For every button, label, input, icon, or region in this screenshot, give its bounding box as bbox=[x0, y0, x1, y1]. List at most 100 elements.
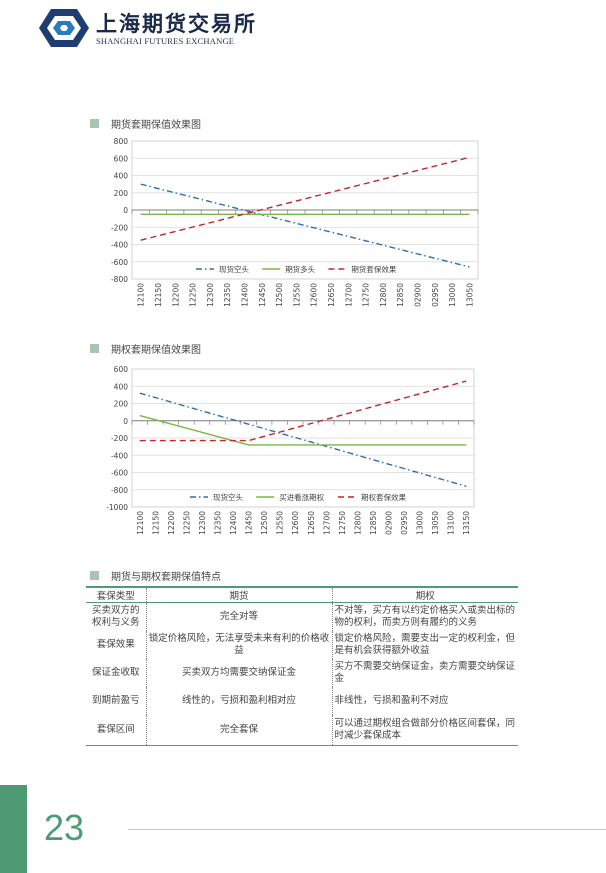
footer-divider bbox=[128, 829, 606, 830]
legend-label: 买进看涨期权 bbox=[279, 492, 324, 502]
x-tick-label: 13100 bbox=[447, 511, 456, 535]
futures-hedge-chart: 800 600 400 200 0 -200 -400 -600 -800 12100 12150 1… bbox=[111, 137, 479, 307]
logo-chinese-name: 上海期货交易所 bbox=[96, 11, 257, 36]
table-row: 套保区间 完全套保 可以通过期权组合做部分价格区间套保，同时减少套保成本 bbox=[86, 715, 518, 746]
options-cell: 锁定价格风险，需要支出一定的权利金，但是有机会获得额外收益 bbox=[331, 631, 518, 659]
x-tick-label: 12850 bbox=[396, 283, 405, 307]
y-tick-label: 800 bbox=[114, 137, 129, 146]
y-tick-label: 200 bbox=[114, 189, 129, 198]
bullet-square-icon bbox=[90, 344, 99, 353]
x-tick-label: 12800 bbox=[379, 283, 388, 307]
x-tick-label: 12500 bbox=[260, 511, 269, 535]
x-tick-label: 12550 bbox=[276, 511, 285, 535]
x-tick-label: 12650 bbox=[327, 283, 336, 307]
table-row: 套保效果 锁定价格风险，无法享受未来有利的价格收益 锁定价格风险，需要支出一定的… bbox=[86, 631, 518, 659]
table-header-row: 套保类型 期货 期权 bbox=[86, 586, 518, 603]
y-tick-label: 600 bbox=[114, 365, 129, 374]
series-line bbox=[139, 392, 467, 487]
header-futures: 期货 bbox=[145, 586, 332, 603]
x-tick-label: 13000 bbox=[416, 511, 425, 535]
y-tick-label: -200 bbox=[111, 434, 128, 443]
bullet-square-icon bbox=[90, 119, 99, 128]
table-row: 保证金收取 买卖双方均需要交纳保证金 买方不需要交纳保证金，卖方需要交纳保证金 bbox=[86, 659, 518, 687]
x-tick-label: 12650 bbox=[307, 511, 316, 535]
x-tick-label: 12500 bbox=[275, 283, 284, 307]
row-label: 到期前盈亏 bbox=[91, 695, 140, 706]
y-tick-label: -400 bbox=[111, 241, 128, 250]
x-tick-label: 12600 bbox=[291, 511, 300, 535]
x-tick-label: 12750 bbox=[362, 283, 371, 307]
x-tick-label: 02900 bbox=[413, 283, 422, 307]
futures-cell: 锁定价格风险，无法享受未来有利的价格收益 bbox=[145, 631, 332, 659]
x-tick-label: 12300 bbox=[206, 283, 215, 307]
exchange-logo: 上海期货交易所 SHANGHAI FUTURES EXCHANGE bbox=[38, 6, 298, 50]
legend-label: 现货空头 bbox=[213, 492, 243, 502]
y-tick-label: -600 bbox=[111, 469, 128, 478]
header-options: 期权 bbox=[331, 586, 518, 603]
options-hedge-chart: 600 400 200 0 -200 -400 -600 -800 -1000 12100 1215… bbox=[106, 365, 475, 535]
legend-label: 期权套保效果 bbox=[361, 492, 406, 502]
x-tick-label: 12350 bbox=[223, 283, 232, 307]
legend-label: 期货套保效果 bbox=[351, 264, 396, 274]
y-tick-label: -1000 bbox=[106, 503, 128, 512]
y-tick-label: -800 bbox=[111, 275, 128, 284]
page-number: 23 bbox=[44, 807, 85, 848]
futures-cell: 完全套保 bbox=[145, 715, 332, 746]
x-tick-label: 12800 bbox=[353, 511, 362, 535]
comparison-table: 套保类型 期货 期权 买卖双方的权利与义务 完全对等 不对等，买方有以约定价格买… bbox=[86, 586, 518, 746]
legend-label: 现货空头 bbox=[219, 264, 249, 274]
x-tick-label: 12150 bbox=[151, 511, 160, 535]
x-tick-label: 12400 bbox=[229, 511, 238, 535]
x-tick-label: 02900 bbox=[385, 511, 394, 535]
x-tick-label: 12400 bbox=[240, 283, 249, 307]
x-tick-label: 12250 bbox=[189, 283, 198, 307]
x-tick-label: 13050 bbox=[431, 511, 440, 535]
series-line bbox=[139, 414, 467, 446]
x-tick-label: 12750 bbox=[338, 511, 347, 535]
x-tick-label: 12150 bbox=[154, 283, 163, 307]
x-tick-label: 12450 bbox=[258, 283, 267, 307]
y-tick-label: 400 bbox=[114, 382, 129, 391]
y-tick-label: 0 bbox=[123, 417, 128, 426]
table-row: 买卖双方的权利与义务 完全对等 不对等，买方有以约定价格买入或卖出标的物的权利，… bbox=[86, 602, 518, 631]
x-tick-label: 12100 bbox=[137, 283, 146, 307]
y-tick-label: 0 bbox=[123, 206, 128, 215]
section-title-futures-hedge: 期货套期保值效果图 bbox=[90, 116, 201, 131]
y-tick-label: 400 bbox=[114, 172, 129, 181]
x-tick-label: 12200 bbox=[167, 511, 176, 535]
x-tick-label: 13000 bbox=[448, 283, 457, 307]
section-title-comparison: 期货与期权套期保值特点 bbox=[90, 568, 221, 583]
x-tick-label: 12450 bbox=[245, 511, 254, 535]
x-tick-label: 12600 bbox=[310, 283, 319, 307]
x-tick-label: 12300 bbox=[198, 511, 207, 535]
x-tick-label: 13050 bbox=[465, 283, 474, 307]
section-title-options-hedge: 期权套期保值效果图 bbox=[90, 341, 201, 356]
x-tick-label: 02950 bbox=[431, 283, 440, 307]
y-tick-label: 600 bbox=[114, 154, 129, 163]
x-tick-label: 13150 bbox=[462, 511, 471, 535]
y-tick-label: 200 bbox=[114, 400, 129, 409]
futures-cell: 完全对等 bbox=[145, 602, 332, 631]
legend-label: 期货多头 bbox=[285, 264, 315, 274]
x-tick-label: 12100 bbox=[136, 511, 145, 535]
futures-cell: 买卖双方均需要交纳保证金 bbox=[145, 659, 332, 687]
futures-cell: 线性的，亏损和盈利相对应 bbox=[145, 687, 332, 715]
options-cell: 非线性，亏损和盈利不对应 bbox=[331, 687, 518, 715]
y-tick-label: -400 bbox=[111, 451, 128, 460]
x-tick-label: 02950 bbox=[400, 511, 409, 535]
x-tick-label: 12700 bbox=[322, 511, 331, 535]
options-cell: 可以通过期权组合做部分价格区间套保，同时减少套保成本 bbox=[331, 715, 518, 746]
row-label: 保证金收取 bbox=[91, 667, 140, 678]
row-label: 套保效果 bbox=[96, 639, 135, 650]
table-row: 到期前盈亏 线性的，亏损和盈利相对应 非线性，亏损和盈利不对应 bbox=[86, 687, 518, 715]
options-cell: 不对等，买方有以约定价格买入或卖出标的物的权利，而卖方则有履约的义务 bbox=[331, 602, 518, 631]
x-tick-label: 12350 bbox=[214, 511, 223, 535]
x-tick-label: 12250 bbox=[182, 511, 191, 535]
bullet-square-icon bbox=[90, 571, 99, 580]
options-cell: 买方不需要交纳保证金，卖方需要交纳保证金 bbox=[331, 659, 518, 687]
x-tick-label: 12200 bbox=[171, 283, 180, 307]
x-tick-label: 12850 bbox=[369, 511, 378, 535]
series-line bbox=[140, 156, 470, 241]
row-label: 套保区间 bbox=[86, 715, 146, 746]
logo-emblem-icon bbox=[39, 9, 89, 47]
